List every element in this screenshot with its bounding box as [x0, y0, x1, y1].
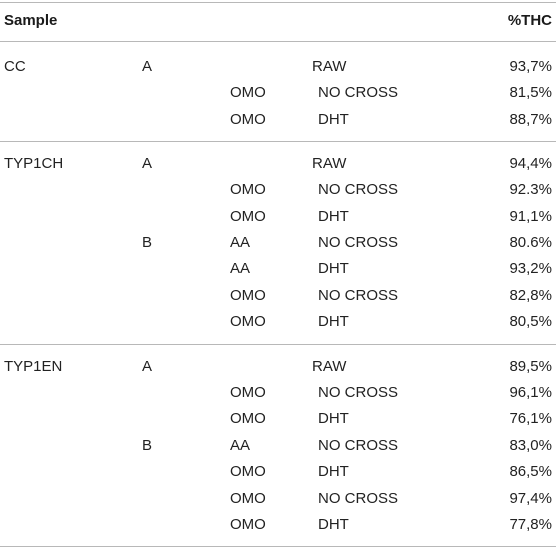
thc-value: 93,7% [509, 58, 552, 75]
condition: NO CROSS [318, 181, 399, 198]
table-row: OMO DHT 77,8% [0, 512, 556, 538]
thc-value: 88,7% [509, 111, 552, 128]
table-row: OMO DHT 91,1% [0, 204, 556, 230]
subsample: A [142, 155, 153, 172]
header-thc: %THC [507, 12, 552, 29]
treatment: OMO [230, 463, 266, 480]
table-row: OMO DHT 86,5% [0, 459, 556, 485]
table-row: TYP1CH A RAW 94,4% [0, 151, 556, 177]
thc-value: 86,5% [509, 463, 552, 480]
table-header: Sample %THC [0, 8, 556, 34]
condition: NO CROSS [318, 84, 399, 101]
top-rule [0, 2, 556, 3]
treatment: AA [230, 260, 251, 277]
table-row: B AA NO CROSS 83,0% [0, 433, 556, 459]
thc-value: 97,4% [509, 490, 552, 507]
treatment: OMO [230, 287, 266, 304]
treatment: OMO [230, 111, 266, 128]
table-row: OMO DHT 88,7% [0, 107, 556, 133]
table-row: OMO NO CROSS 92.3% [0, 177, 556, 203]
thc-value: 91,1% [509, 208, 552, 225]
group-rule [0, 344, 556, 345]
table-row: OMO DHT 76,1% [0, 406, 556, 432]
thc-value: 83,0% [509, 437, 552, 454]
subsample: B [142, 437, 153, 454]
table-row: TYP1EN A RAW 89,5% [0, 354, 556, 380]
treatment: OMO [230, 410, 266, 427]
condition: DHT [318, 111, 349, 128]
treatment: AA [230, 437, 251, 454]
header-sample: Sample [4, 12, 58, 29]
thc-value: 96,1% [509, 384, 552, 401]
treatment: OMO [230, 516, 266, 533]
thc-value: 94,4% [509, 155, 552, 172]
treatment: OMO [230, 181, 266, 198]
thc-value: 82,8% [509, 287, 552, 304]
thc-value: 76,1% [509, 410, 552, 427]
table-row: B AA NO CROSS 80.6% [0, 230, 556, 256]
treatment: OMO [230, 490, 266, 507]
thc-value: 81,5% [509, 84, 552, 101]
thc-value: 80,5% [509, 313, 552, 330]
sample-name: CC [4, 58, 26, 75]
treatment: OMO [230, 313, 266, 330]
thc-value: 93,2% [509, 260, 552, 277]
condition: DHT [318, 313, 349, 330]
condition: DHT [318, 410, 349, 427]
condition: RAW [312, 155, 347, 172]
condition: NO CROSS [318, 234, 399, 251]
condition: DHT [318, 260, 349, 277]
header-rule [0, 41, 556, 42]
subsample: A [142, 358, 153, 375]
subsample: B [142, 234, 153, 251]
condition: NO CROSS [318, 287, 399, 304]
condition: RAW [312, 58, 347, 75]
condition: NO CROSS [318, 384, 399, 401]
condition: DHT [318, 463, 349, 480]
table-row: AA DHT 93,2% [0, 256, 556, 282]
table-row: OMO NO CROSS 96,1% [0, 380, 556, 406]
subsample: A [142, 58, 153, 75]
treatment: AA [230, 234, 251, 251]
condition: NO CROSS [318, 490, 399, 507]
table-row: CC A RAW 93,7% [0, 54, 556, 80]
thc-value: 80.6% [509, 234, 552, 251]
table-row: OMO NO CROSS 81,5% [0, 80, 556, 106]
thc-value: 89,5% [509, 358, 552, 375]
bottom-rule [0, 546, 556, 547]
table-row: OMO NO CROSS 82,8% [0, 283, 556, 309]
sample-name: TYP1EN [4, 358, 63, 375]
treatment: OMO [230, 384, 266, 401]
condition: DHT [318, 208, 349, 225]
thc-value: 77,8% [509, 516, 552, 533]
group-rule [0, 141, 556, 142]
condition: DHT [318, 516, 349, 533]
table-row: OMO NO CROSS 97,4% [0, 486, 556, 512]
condition: RAW [312, 358, 347, 375]
condition: NO CROSS [318, 437, 399, 454]
sample-name: TYP1CH [4, 155, 64, 172]
treatment: OMO [230, 84, 266, 101]
table-row: OMO DHT 80,5% [0, 309, 556, 335]
thc-value: 92.3% [509, 181, 552, 198]
treatment: OMO [230, 208, 266, 225]
